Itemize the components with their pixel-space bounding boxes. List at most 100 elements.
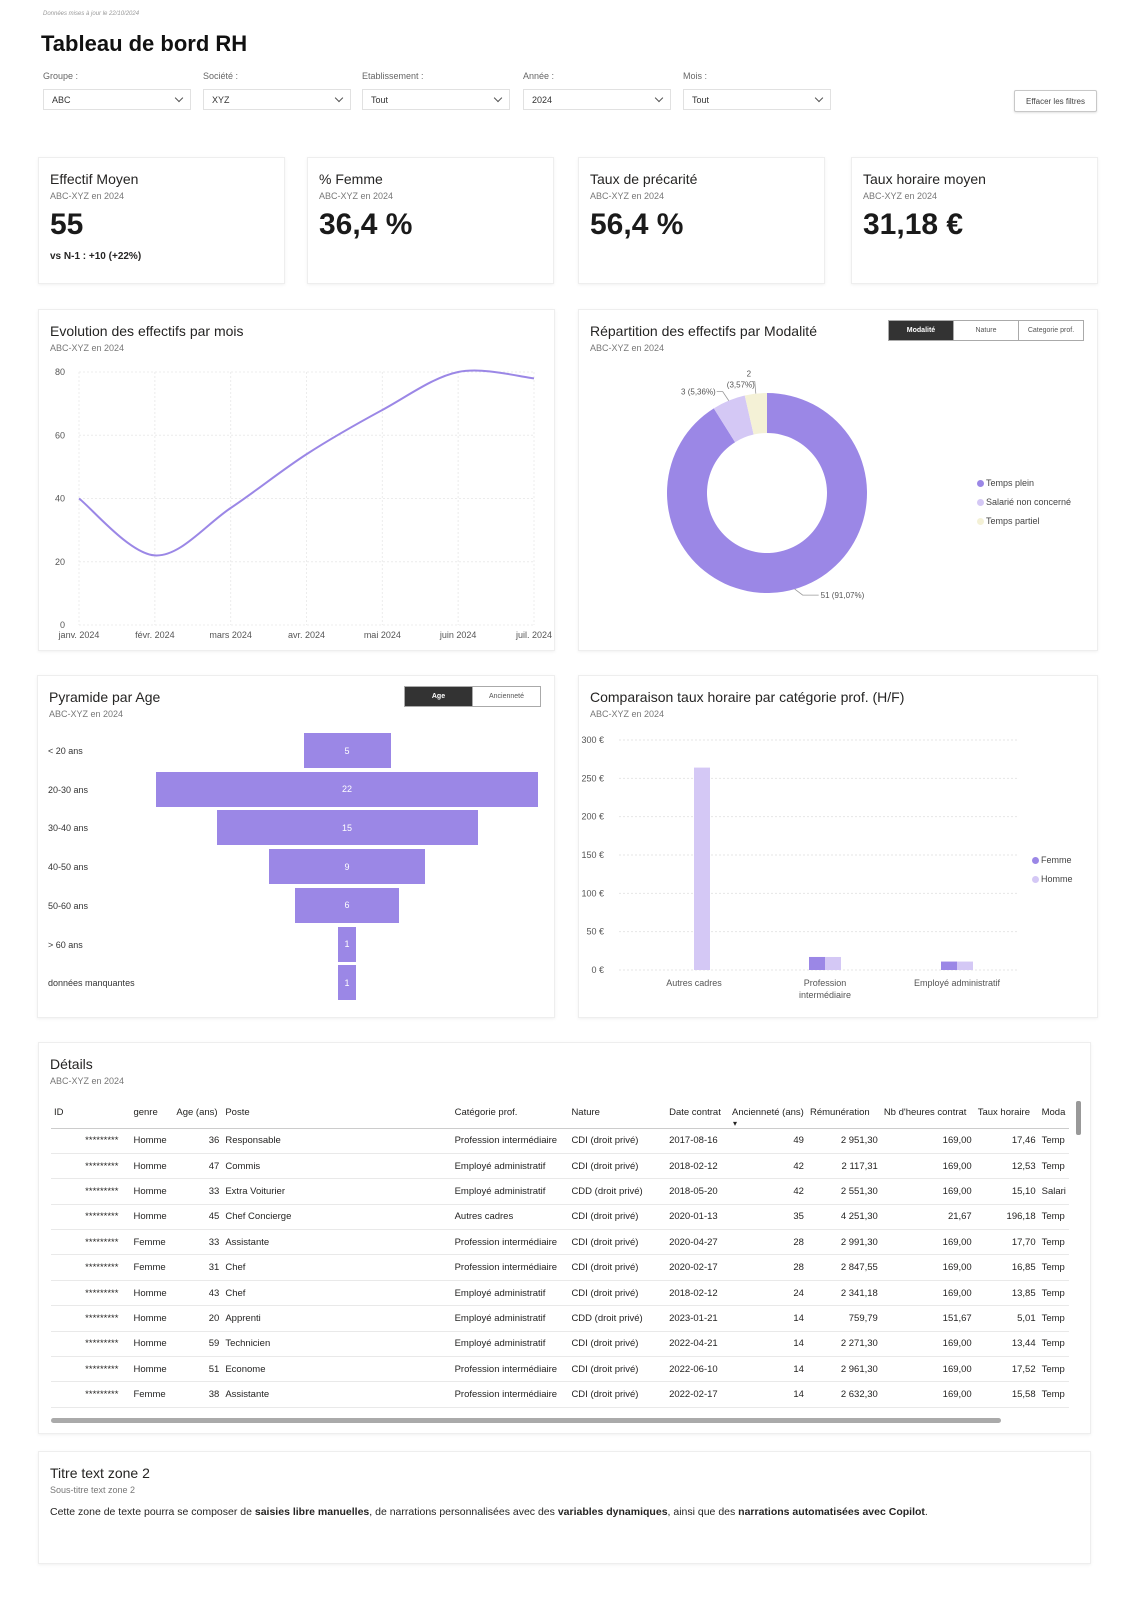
table-cell: Homme bbox=[130, 1178, 174, 1205]
table-cell: Salari bbox=[1038, 1178, 1069, 1205]
table-row[interactable]: ********* Homme 47 Commis Employé administra… bbox=[51, 1153, 1069, 1180]
table-row[interactable]: ********* Homme 20 Apprenti Employé administ… bbox=[51, 1305, 1069, 1332]
filter-select-annee[interactable]: 2024 bbox=[523, 89, 671, 110]
table-cell: Technicien bbox=[222, 1331, 452, 1358]
column-header[interactable]: ID bbox=[51, 1101, 131, 1129]
filter-label: Mois : bbox=[683, 71, 708, 81]
table-cell: 169,00 bbox=[880, 1356, 975, 1383]
pyramid-bar[interactable]: 15 bbox=[216, 810, 478, 846]
table-cell: Employé administratif bbox=[451, 1178, 569, 1205]
column-header[interactable]: genre bbox=[130, 1101, 174, 1129]
data-label: 3 (5,36%) bbox=[681, 388, 716, 397]
table-cell: Profession intermédiaire bbox=[451, 1128, 569, 1154]
table-cell: 2 271,30 bbox=[806, 1331, 881, 1358]
table-cell: 169,00 bbox=[880, 1153, 975, 1180]
table-cell: Apprenti bbox=[222, 1305, 452, 1332]
x-tick-label: avr. 2024 bbox=[288, 630, 325, 640]
horizontal-scrollbar[interactable] bbox=[51, 1418, 1001, 1423]
table-cell: 14 bbox=[728, 1356, 807, 1383]
table-cell: Chef bbox=[222, 1280, 452, 1307]
toggle-age[interactable]: Age bbox=[405, 687, 472, 706]
table-row[interactable]: ********* Homme 33 Extra Voiturier Employé a… bbox=[51, 1178, 1069, 1205]
filter-select-mois[interactable]: Tout bbox=[683, 89, 831, 110]
y-tick-label: 40 bbox=[55, 494, 65, 504]
kpi-comparison: vs N-1 : +10 (+22%) bbox=[50, 251, 142, 262]
filter-value: 2024 bbox=[532, 94, 553, 105]
y-tick-label: 250 € bbox=[581, 773, 604, 783]
leader-line bbox=[794, 588, 819, 596]
table-cell: ********* bbox=[51, 1305, 131, 1332]
chart-subtitle: ABC-XYZ en 2024 bbox=[49, 709, 124, 719]
table-cell: 151,67 bbox=[880, 1305, 975, 1332]
table-row[interactable]: ********* Homme 51 Econome Profession interm… bbox=[51, 1356, 1069, 1383]
update-note: Données mises à jour le 22/10/2024 bbox=[43, 11, 140, 17]
table-cell: Temp bbox=[1038, 1153, 1069, 1180]
table-cell: CDI (droit privé) bbox=[568, 1229, 667, 1256]
column-header[interactable]: Rémunération bbox=[806, 1101, 881, 1129]
pyramid-bar[interactable]: 1 bbox=[338, 926, 356, 962]
toggle-anciennete[interactable]: Ancienneté bbox=[472, 687, 540, 706]
table-cell: 169,00 bbox=[880, 1178, 975, 1205]
kpi-subtitle: ABC-XYZ en 2024 bbox=[319, 191, 394, 201]
filter-select-etablissement[interactable]: Tout bbox=[362, 89, 510, 110]
table-cell: Femme bbox=[130, 1254, 174, 1281]
column-header[interactable]: Age (ans) bbox=[173, 1101, 223, 1129]
table-cell: 20 bbox=[173, 1305, 223, 1332]
table-cell: 45 bbox=[173, 1204, 223, 1231]
table-row[interactable]: ********* Homme 43 Chef Employé administrati… bbox=[51, 1280, 1069, 1307]
text-fragment: . bbox=[924, 1506, 928, 1518]
evolution-line-chart: 0 20 40 60 80 janv. 2024 févr. 2024 mars 2024 av… bbox=[55, 367, 552, 640]
column-header[interactable]: Moda bbox=[1038, 1101, 1069, 1129]
pyramid-bar[interactable]: 22 bbox=[155, 771, 539, 807]
filter-value: ABC bbox=[52, 94, 71, 105]
column-header[interactable]: Nature bbox=[568, 1101, 667, 1129]
toggle-modalite[interactable]: Modalité bbox=[889, 321, 953, 340]
pyramid-bar[interactable]: 1 bbox=[338, 965, 356, 1001]
table-row[interactable]: ********* Homme 59 Technicien Employé admini… bbox=[51, 1331, 1069, 1358]
table-cell: ********* bbox=[51, 1229, 131, 1256]
vertical-scrollbar[interactable] bbox=[1076, 1101, 1081, 1135]
series-line bbox=[78, 369, 535, 557]
table-cell: 196,18 bbox=[974, 1204, 1039, 1231]
table-cell: 2 341,18 bbox=[806, 1280, 881, 1307]
column-header[interactable]: Ancienneté (ans) ▾ bbox=[728, 1101, 807, 1129]
table-row[interactable]: ********* Femme 31 Chef Profession intermédi… bbox=[51, 1254, 1069, 1281]
table-cell: 42 bbox=[728, 1153, 807, 1180]
data-label: (3,57%) bbox=[727, 381, 755, 390]
table-cell: Responsable bbox=[222, 1128, 452, 1154]
table-cell: Employé administratif bbox=[451, 1331, 569, 1358]
modalite-toggle: Modalité Nature Categorie prof. bbox=[888, 320, 1084, 341]
text-zone-subtitle: Sous-titre text zone 2 bbox=[50, 1485, 136, 1495]
pyramid-bar[interactable]: 5 bbox=[303, 733, 391, 768]
y-tick-label: 300 € bbox=[581, 735, 604, 745]
table-cell: ********* bbox=[51, 1331, 131, 1358]
pyramid-bar[interactable]: 9 bbox=[268, 849, 426, 885]
table-cell: Chef Concierge bbox=[222, 1204, 452, 1231]
kpi-title: Taux de précarité bbox=[590, 171, 698, 187]
filter-value: XYZ bbox=[212, 94, 230, 105]
table-row[interactable]: ********* Homme 36 Responsable Profession in… bbox=[51, 1128, 1069, 1154]
toggle-nature[interactable]: Nature bbox=[953, 321, 1018, 340]
filter-select-groupe[interactable]: ABC bbox=[43, 89, 191, 110]
table-row[interactable]: ********* Homme 45 Chef Concierge Autres cad… bbox=[51, 1204, 1069, 1231]
pyramid-category-label: 40-50 ans bbox=[48, 862, 89, 873]
column-header[interactable]: Date contrat bbox=[666, 1101, 729, 1129]
table-cell: 17,52 bbox=[974, 1356, 1039, 1383]
kpi-subtitle: ABC-XYZ en 2024 bbox=[50, 191, 125, 201]
text-fragment: Cette zone de texte pourra se composer d… bbox=[50, 1506, 255, 1518]
filter-select-societe[interactable]: XYZ bbox=[203, 89, 351, 110]
pyramid-bar[interactable]: 6 bbox=[294, 887, 400, 923]
column-header[interactable]: Nb d'heures contrat bbox=[880, 1101, 975, 1129]
kpi-title: Effectif Moyen bbox=[50, 171, 139, 187]
table-cell: ********* bbox=[51, 1153, 131, 1180]
clear-filters-button[interactable]: Effacer les filtres bbox=[1014, 90, 1097, 112]
table-row[interactable]: ********* Femme 38 Assistante Profession int… bbox=[51, 1381, 1069, 1408]
table-cell: CDI (droit privé) bbox=[568, 1381, 667, 1408]
column-header[interactable]: Catégorie prof. bbox=[451, 1101, 569, 1129]
table-cell: Temp bbox=[1038, 1128, 1069, 1154]
toggle-categorie[interactable]: Categorie prof. bbox=[1018, 321, 1083, 340]
column-header[interactable]: Poste bbox=[222, 1101, 452, 1129]
column-header[interactable]: Taux horaire bbox=[974, 1101, 1039, 1129]
table-row[interactable]: ********* Femme 33 Assistante Profession int… bbox=[51, 1229, 1069, 1256]
chart-subtitle: ABC-XYZ en 2024 bbox=[590, 709, 665, 719]
